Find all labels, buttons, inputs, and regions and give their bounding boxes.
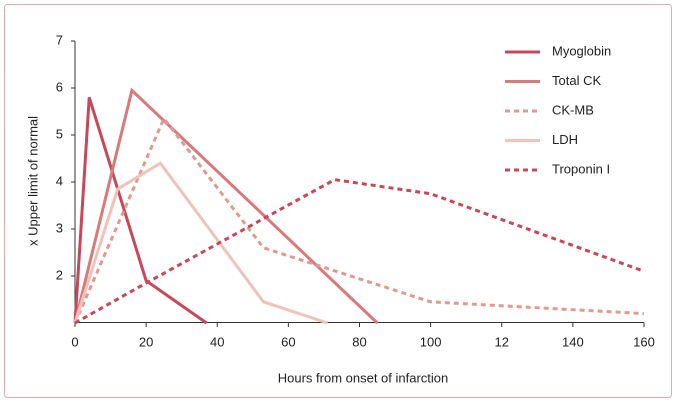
x-axis-label: Hours from onset of infarction	[278, 370, 449, 385]
x-tick-label: 100	[420, 334, 442, 349]
legend-label: Myoglobin	[552, 43, 611, 58]
legend-label: Total CK	[552, 73, 601, 88]
x-tick-label: 0	[71, 334, 78, 349]
y-tick-label: 4	[56, 173, 63, 188]
y-tick-label: 2	[56, 267, 63, 282]
legend-label: LDH	[552, 132, 578, 147]
x-tick-label: 60	[281, 334, 295, 349]
y-tick-label: 7	[56, 32, 63, 47]
series-line	[73, 87, 379, 325]
legend-label: Troponin I	[552, 161, 610, 176]
legend-label: CK-MB	[552, 102, 594, 117]
series-line	[73, 161, 328, 325]
x-tick-label: 140	[562, 334, 584, 349]
y-tick-label: 5	[56, 126, 63, 141]
x-tick-label: 12	[495, 334, 509, 349]
x-tick-label: 40	[210, 334, 224, 349]
y-tick-label: 6	[56, 79, 63, 94]
frame	[4, 4, 672, 398]
x-tick-label: 20	[139, 334, 153, 349]
series-line	[73, 115, 645, 324]
series-line	[74, 178, 645, 325]
y-axis-label: x Upper limit of normal	[25, 116, 40, 246]
y-tick-label: 3	[56, 220, 63, 235]
x-tick-label: 160	[633, 334, 655, 349]
x-tick-label: 80	[352, 334, 366, 349]
series-line	[73, 96, 208, 325]
